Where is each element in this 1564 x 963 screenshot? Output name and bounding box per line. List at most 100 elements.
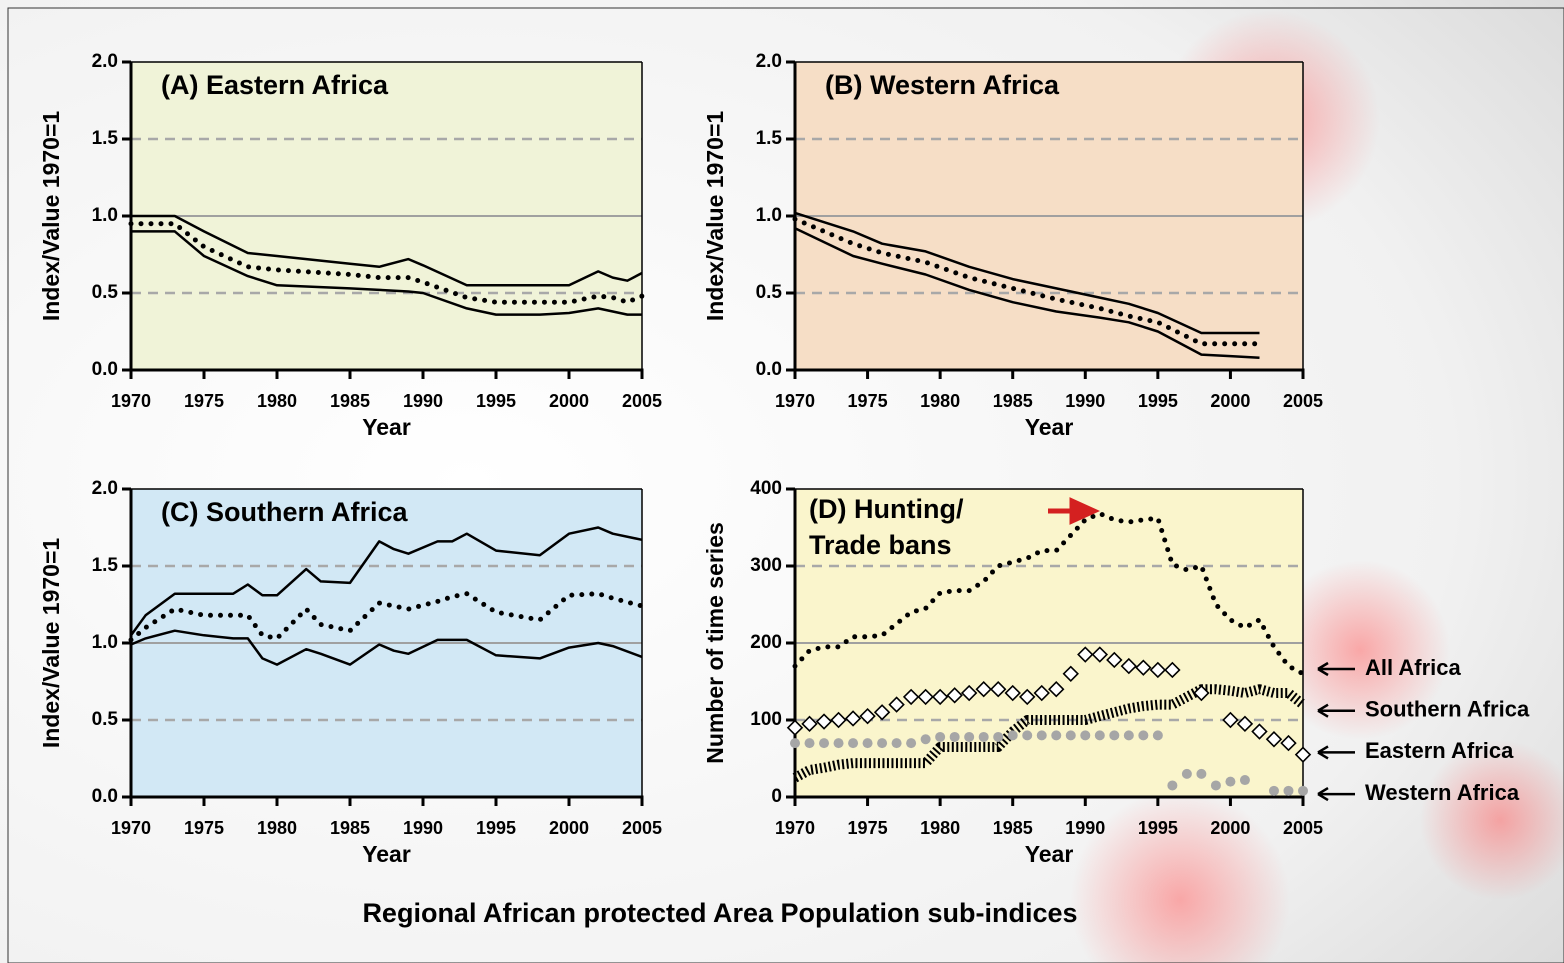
x-tick-label: 2000 xyxy=(1210,391,1250,411)
x-tick-label: 1985 xyxy=(993,391,1033,411)
x-axis-label: Year xyxy=(1025,414,1074,440)
data-point xyxy=(877,738,887,748)
data-point xyxy=(790,738,800,748)
x-tick-label: 1990 xyxy=(403,391,443,411)
data-point xyxy=(834,738,844,748)
data-point xyxy=(1138,730,1148,740)
data-point xyxy=(892,738,902,748)
data-point xyxy=(1109,730,1119,740)
y-tick-label: 0.0 xyxy=(92,359,118,380)
x-tick-label: 1985 xyxy=(330,818,370,838)
y-axis-label: Index/Value 1970=1 xyxy=(702,111,728,322)
data-point xyxy=(1167,780,1177,790)
y-tick-label: 2.0 xyxy=(92,51,118,72)
y-tick-label: 300 xyxy=(750,555,782,576)
x-tick-label: 1975 xyxy=(848,391,888,411)
x-tick-label: 1985 xyxy=(330,391,370,411)
x-tick-label: 1970 xyxy=(775,391,815,411)
x-axis-label: Year xyxy=(362,841,411,867)
legend-label: Western Africa xyxy=(1365,780,1520,805)
y-tick-label: 2.0 xyxy=(756,51,782,72)
x-tick-label: 1985 xyxy=(993,818,1033,838)
data-point xyxy=(1182,769,1192,779)
panel-title: (C) Southern Africa xyxy=(161,497,408,527)
y-axis-label: Index/Value 1970=1 xyxy=(38,111,64,322)
x-tick-label: 1980 xyxy=(920,818,960,838)
data-point xyxy=(921,734,931,744)
data-point xyxy=(950,732,960,742)
legend-label: All Africa xyxy=(1365,655,1462,680)
data-point xyxy=(935,732,945,742)
x-tick-label: 1995 xyxy=(476,391,516,411)
panel-title: Trade bans xyxy=(809,530,952,560)
x-tick-label: 2005 xyxy=(622,391,662,411)
x-tick-label: 1970 xyxy=(775,818,815,838)
data-point xyxy=(1008,730,1018,740)
x-tick-label: 1995 xyxy=(1138,818,1178,838)
figure: Regional African protected Area Populati… xyxy=(0,0,1564,963)
legend-label: Southern Africa xyxy=(1365,697,1530,722)
y-tick-label: 1.0 xyxy=(756,205,782,226)
x-tick-label: 2000 xyxy=(549,391,589,411)
y-tick-label: 0.0 xyxy=(92,786,118,807)
data-point xyxy=(1269,786,1279,796)
y-tick-label: 1.5 xyxy=(92,555,119,576)
x-tick-label: 1975 xyxy=(184,391,224,411)
x-tick-label: 2000 xyxy=(1210,818,1250,838)
y-tick-label: 200 xyxy=(750,632,782,653)
y-tick-label: 100 xyxy=(750,709,782,730)
x-tick-label: 1990 xyxy=(403,818,443,838)
panel-title: (B) Western Africa xyxy=(825,70,1060,100)
data-point xyxy=(1066,730,1076,740)
data-point xyxy=(1283,786,1293,796)
y-tick-label: 2.0 xyxy=(92,478,118,499)
y-tick-label: 0.0 xyxy=(756,359,782,380)
data-point xyxy=(1225,777,1235,787)
x-tick-label: 2005 xyxy=(1283,391,1323,411)
data-point xyxy=(964,732,974,742)
x-tick-label: 1970 xyxy=(111,818,151,838)
x-tick-label: 1980 xyxy=(920,391,960,411)
data-point xyxy=(1196,769,1206,779)
data-point xyxy=(979,732,989,742)
y-axis-label: Index/Value 1970=1 xyxy=(38,538,64,749)
data-point xyxy=(1080,730,1090,740)
data-point xyxy=(1211,780,1221,790)
x-tick-label: 2000 xyxy=(549,818,589,838)
x-tick-label: 1990 xyxy=(1065,391,1105,411)
x-tick-label: 1970 xyxy=(111,391,151,411)
data-point xyxy=(993,732,1003,742)
legend-label: Eastern Africa xyxy=(1365,738,1514,763)
y-tick-label: 1.5 xyxy=(756,128,783,149)
data-point xyxy=(1095,730,1105,740)
page: Regional African protected Area Populati… xyxy=(0,0,1564,963)
data-point xyxy=(863,738,873,748)
x-tick-label: 1980 xyxy=(257,391,297,411)
panel-title: (A) Eastern Africa xyxy=(161,70,389,100)
x-tick-label: 1990 xyxy=(1065,818,1105,838)
data-point xyxy=(1037,730,1047,740)
y-tick-label: 0 xyxy=(771,786,782,807)
figure-title: Regional African protected Area Populati… xyxy=(362,898,1077,928)
y-tick-label: 1.0 xyxy=(92,632,118,653)
x-tick-label: 1995 xyxy=(476,818,516,838)
data-point xyxy=(1051,730,1061,740)
x-tick-label: 1980 xyxy=(257,818,297,838)
x-tick-label: 1995 xyxy=(1138,391,1178,411)
y-tick-label: 1.0 xyxy=(92,205,118,226)
data-point xyxy=(1153,730,1163,740)
data-point xyxy=(1240,775,1250,785)
x-tick-label: 1975 xyxy=(184,818,224,838)
data-point xyxy=(1124,730,1134,740)
x-axis-label: Year xyxy=(1025,841,1074,867)
y-tick-label: 400 xyxy=(750,478,782,499)
y-tick-label: 0.5 xyxy=(92,709,119,730)
data-point xyxy=(848,738,858,748)
data-point xyxy=(906,738,916,748)
data-point xyxy=(1022,730,1032,740)
x-axis-label: Year xyxy=(362,414,411,440)
y-tick-label: 1.5 xyxy=(92,128,119,149)
y-tick-label: 0.5 xyxy=(756,282,783,303)
panel-title: (D) Hunting/ xyxy=(809,494,964,524)
y-tick-label: 0.5 xyxy=(92,282,119,303)
